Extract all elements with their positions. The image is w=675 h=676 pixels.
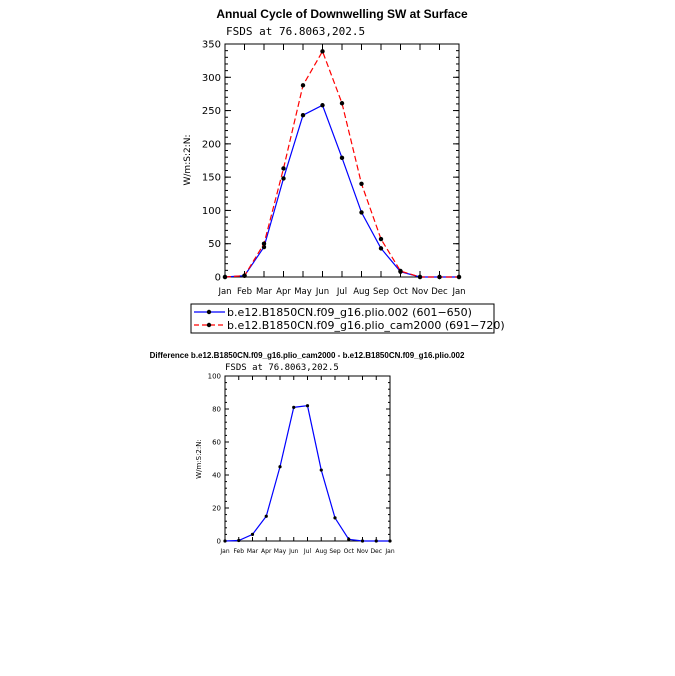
chart2-xtick-label: Feb — [233, 548, 244, 555]
chart1-series-0-point — [320, 103, 325, 108]
chart1-xtick-label: Dec — [431, 287, 448, 297]
chart1-series-1-point — [261, 241, 267, 246]
chart1-series-0-point — [339, 155, 345, 161]
chart2-series-0-point — [319, 468, 323, 472]
chart1-series-1-point — [359, 181, 364, 186]
chart1-ytick-label: 50 — [208, 239, 221, 250]
chart1-series-1-point — [300, 83, 306, 88]
chart2-xtick-label: Aug — [315, 548, 327, 555]
chart2-xtick-label: May — [274, 548, 287, 555]
chart2-xtick-label: Mar — [247, 548, 259, 555]
chart2-ytick-label: 100 — [208, 372, 221, 380]
chart1-ytick-label: 250 — [202, 106, 221, 117]
chart1-xtick-label: Apr — [276, 287, 291, 297]
chart2-title: Difference b.e12.B1850CN.f09_g16.plio_ca… — [150, 351, 465, 360]
chart2-series-0-point — [347, 537, 351, 541]
chart1-series-1-point — [281, 166, 286, 171]
legend-marker-1 — [206, 322, 212, 328]
chart1-series-1-point — [222, 274, 228, 280]
chart1-title: Annual Cycle of Downwelling SW at Surfac… — [216, 7, 468, 21]
chart2-series-0-point — [237, 538, 241, 543]
chart1-series-1-point — [398, 268, 403, 274]
chart2-ytick-label: 0 — [217, 537, 221, 545]
chart1-xtick-label: Aug — [353, 287, 370, 297]
chart1-xtick-label: Jul — [336, 287, 347, 297]
chart2-ytick-label: 20 — [212, 504, 221, 512]
chart1-ytick-label: 350 — [202, 40, 221, 51]
chart2-ylabel: W/m:S:2:N: — [195, 439, 203, 479]
chart2-plot: 0 20 40 60 80 100 Jan Feb Mar Apr May Jun Jul Aug Sep O… — [208, 372, 395, 555]
chart1-xtick-label: Jun — [315, 287, 329, 297]
chart1-xtick-label: Mar — [256, 287, 273, 297]
chart1-series-1-point — [339, 101, 345, 106]
chart1-xtick-label: May — [294, 287, 312, 297]
chart2-series-0-point — [333, 516, 337, 520]
chart1-series-1-point — [320, 49, 325, 54]
chart1-plot: 0 50 100 150 200 250 300 350 Jan Feb Mar Apr May Jun J… — [202, 40, 466, 298]
chart1-ytick-label: 200 — [202, 139, 221, 150]
chart1-xtick-label: Jan — [217, 287, 231, 297]
chart1-series-0-point — [359, 210, 364, 215]
chart2-xtick-label: Oct — [344, 548, 355, 555]
chart1-series-1-point — [456, 274, 462, 280]
chart2-subtitle: FSDS at 76.8063,202.5 — [225, 363, 339, 373]
chart1-series-1-point — [378, 236, 384, 242]
chart2-series-0-point — [278, 465, 282, 469]
chart2-ytick-label: 80 — [212, 405, 221, 413]
chart2-series-0-point — [360, 539, 365, 543]
chart1-series-0-point — [300, 113, 306, 118]
chart2-xtick-label: Jun — [288, 548, 299, 555]
chart2-series-0-point — [264, 514, 268, 518]
chart2-series-0-point — [374, 539, 378, 543]
chart2-series-0-point — [388, 539, 392, 543]
legend-label-0: b.e12.B1850CN.f09_g16.plio.002 (601−650) — [227, 306, 472, 319]
legend-label-1: b.e12.B1850CN.f09_g16.plio_cam2000 (691−… — [227, 319, 505, 332]
chart2-series-0-point — [223, 539, 227, 543]
chart2-series-0-point — [305, 404, 310, 408]
chart1-series-0-point — [281, 176, 286, 181]
chart1-ytick-label: 0 — [215, 273, 221, 284]
chart2-xtick-label: Jan — [384, 548, 394, 555]
chart2-series-0-line — [224, 405, 390, 542]
chart2-ytick-label: 60 — [212, 438, 221, 446]
chart1-xtick-label: Oct — [393, 287, 408, 297]
chart1-ylabel: W/m:S:2:N: — [183, 135, 193, 186]
chart2-xtick-label: Sep — [329, 548, 341, 555]
chart1-legend: b.e12.B1850CN.f09_g16.plio.002 (601−650)… — [190, 303, 505, 334]
chart1-ytick-label: 100 — [202, 206, 221, 217]
chart1-frame — [224, 43, 460, 278]
chart1-ytick-label: 300 — [202, 73, 221, 84]
chart2-xtick-label: Apr — [261, 548, 272, 555]
chart1-series-1-point — [437, 274, 442, 280]
chart1-series-1-point — [417, 274, 423, 280]
chart2-xtick-label: Jul — [303, 548, 312, 555]
chart2-xtick-label: Jan — [219, 548, 229, 555]
chart1-series-0-point — [378, 246, 384, 251]
chart1-series-1-line — [224, 49, 459, 278]
chart2-xtick-label: Dec — [370, 548, 382, 555]
chart1-series-1-point — [242, 273, 247, 278]
chart2-frame — [224, 375, 391, 542]
chart1-xtick-label: Sep — [373, 287, 389, 297]
chart1-subtitle: FSDS at 76.8063,202.5 — [226, 25, 365, 38]
chart2-ytick-label: 40 — [212, 471, 221, 479]
chart1-xtick-label: Jan — [451, 287, 465, 297]
chart1-ytick-label: 150 — [202, 173, 221, 184]
chart1-xtick-label: Nov — [412, 287, 429, 297]
chart2-series-0-point — [250, 532, 255, 537]
chart2-series-0-point — [292, 405, 296, 409]
chart2-xtick-label: Nov — [357, 548, 369, 555]
legend-marker-0 — [206, 309, 212, 315]
chart1-xtick-label: Feb — [237, 287, 252, 297]
legend-box — [190, 303, 495, 334]
